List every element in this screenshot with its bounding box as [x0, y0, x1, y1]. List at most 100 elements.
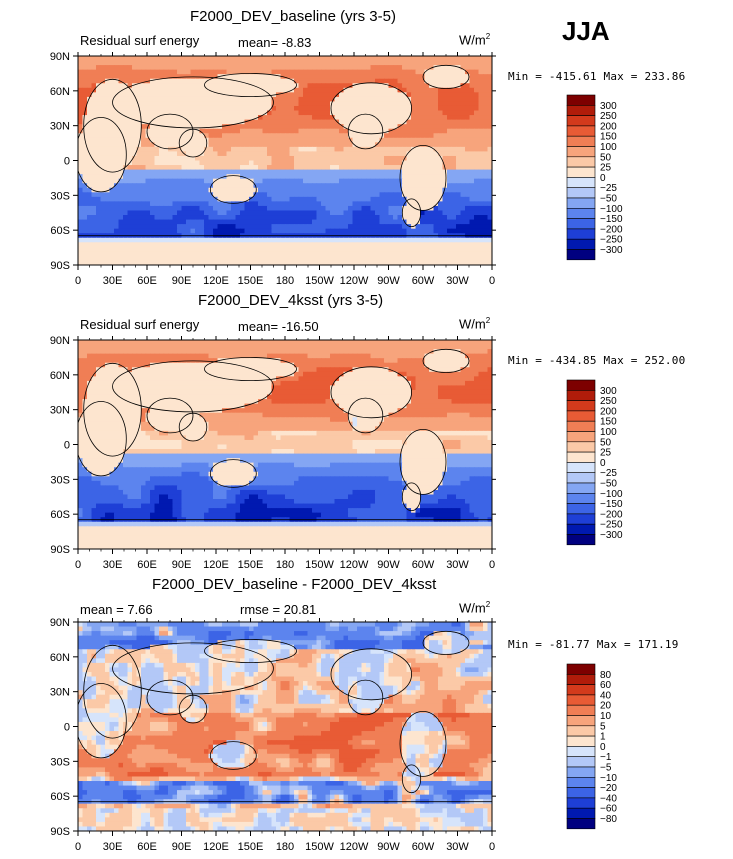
map-cell — [415, 246, 421, 252]
map-cell — [253, 362, 259, 368]
map-cell — [145, 255, 151, 262]
map-cell — [474, 228, 480, 234]
map-cell — [483, 83, 489, 89]
map-cell — [96, 260, 102, 265]
map-cell — [208, 246, 214, 252]
map-cell — [159, 174, 165, 180]
map-cell — [429, 105, 435, 112]
map-cell — [186, 251, 192, 257]
map-cell — [82, 60, 88, 66]
map-cell — [447, 92, 453, 98]
map-cell — [262, 78, 268, 84]
map-cell — [469, 349, 475, 355]
map-cell — [384, 353, 390, 359]
map-cell — [451, 119, 457, 125]
map-cell — [474, 105, 480, 112]
map-cell — [150, 353, 156, 359]
map-cell — [411, 205, 417, 212]
map-cell — [105, 205, 111, 212]
map-cell — [361, 237, 367, 243]
map-cell — [321, 183, 327, 189]
map-cell — [429, 201, 435, 207]
map-cell — [217, 192, 223, 198]
map-cell — [204, 151, 210, 157]
map-cell — [397, 358, 403, 364]
map-cell — [195, 160, 201, 166]
map-cell — [136, 344, 142, 350]
map-cell — [307, 124, 313, 130]
map-cell — [339, 362, 345, 368]
map-cell — [262, 60, 268, 66]
map-cell — [163, 137, 169, 143]
map-cell — [366, 219, 372, 225]
map-cell — [262, 74, 268, 80]
map-cell — [276, 155, 282, 162]
map-cell — [429, 87, 435, 93]
map-cell — [163, 56, 169, 62]
map-cell — [244, 105, 250, 112]
map-cell — [222, 183, 228, 189]
map-cell — [343, 246, 349, 252]
map-cell — [118, 115, 124, 121]
map-cell — [213, 146, 219, 153]
map-cell — [438, 169, 444, 175]
map-cell — [96, 349, 102, 355]
map-cell — [474, 353, 480, 359]
map-cell — [159, 60, 165, 66]
map-cell — [447, 160, 453, 166]
map-cell — [109, 367, 115, 373]
map-cell — [303, 151, 309, 157]
map-cell — [213, 349, 219, 355]
map-cell — [384, 160, 390, 166]
map-cell — [442, 155, 448, 162]
map-cell — [339, 96, 345, 103]
map-cell — [127, 169, 133, 175]
map-cell — [109, 255, 115, 262]
map-cell — [357, 74, 363, 80]
map-cell — [280, 169, 286, 175]
map-cell — [312, 60, 318, 66]
map-cell — [451, 353, 457, 359]
map-cell — [253, 192, 259, 198]
map-cell — [469, 219, 475, 225]
map-cell — [123, 246, 129, 252]
map-cell — [217, 83, 223, 89]
map-cell — [78, 69, 84, 75]
map-cell — [370, 142, 376, 148]
map-cell — [402, 83, 408, 89]
map-cell — [172, 251, 178, 257]
map-cell — [186, 119, 192, 125]
map-cell — [343, 242, 349, 248]
map-cell — [388, 228, 394, 234]
map-cell — [145, 251, 151, 257]
map-cell — [96, 344, 102, 350]
map-cell — [136, 210, 142, 216]
map-cell — [438, 210, 444, 216]
map-cell — [186, 196, 192, 202]
map-cell — [87, 56, 93, 62]
map-cell — [388, 358, 394, 364]
map-cell — [289, 353, 295, 359]
map-cell — [150, 78, 156, 84]
map-cell — [438, 174, 444, 180]
map-cell — [271, 151, 277, 157]
map-cell — [114, 192, 120, 198]
map-cell — [150, 101, 156, 107]
map-cell — [258, 105, 264, 112]
map-cell — [343, 205, 349, 212]
map-cell — [204, 210, 210, 216]
map-cell — [316, 187, 322, 193]
map-cell — [316, 101, 322, 107]
map-cell — [231, 128, 237, 134]
map-cell — [406, 78, 412, 84]
map-cell — [451, 192, 457, 198]
map-cell — [208, 187, 214, 193]
map-cell — [195, 110, 201, 116]
map-cell — [199, 169, 205, 175]
map-cell — [235, 183, 241, 189]
map-cell — [474, 215, 480, 221]
map-cell — [325, 69, 331, 75]
map-cell — [217, 119, 223, 125]
map-cell — [474, 362, 480, 368]
map-cell — [460, 174, 466, 180]
